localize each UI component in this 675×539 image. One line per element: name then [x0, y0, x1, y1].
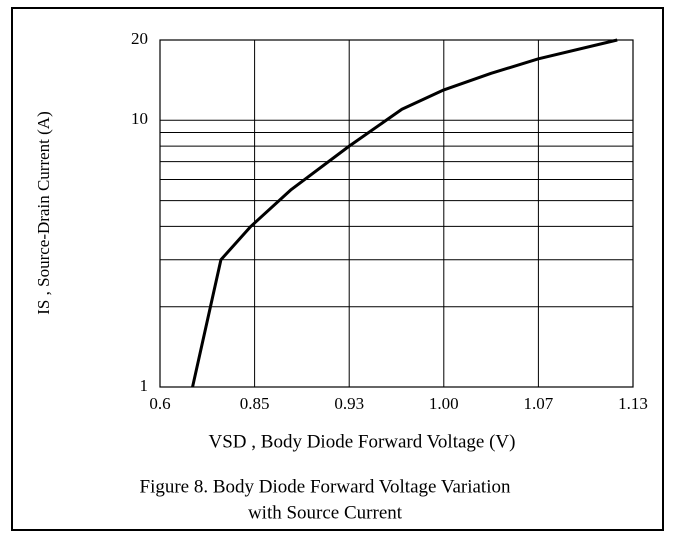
plot-area: [159, 39, 634, 388]
y-tick-label: 10: [131, 109, 148, 128]
frame: [11, 7, 664, 531]
chart-title: with Source Current: [248, 502, 403, 523]
x-tick-label: 0.93: [334, 394, 364, 413]
x-tick-label: 1.13: [618, 394, 648, 413]
y-tick-label: 20: [131, 29, 148, 48]
x-tick-label: 0.85: [240, 394, 270, 413]
y-axis-label: IS , Source-Drain Current (A): [34, 111, 53, 314]
x-tick-label: 0.6: [149, 394, 170, 413]
data-line: [191, 38, 618, 388]
y-tick-label: 1: [140, 376, 149, 395]
x-tick-label: 1.00: [429, 394, 459, 413]
x-axis-label: VSD , Body Diode Forward Voltage (V): [209, 431, 516, 452]
x-tick-label: 1.07: [524, 394, 554, 413]
chart-title: Figure 8. Body Diode Forward Voltage Var…: [140, 476, 511, 497]
